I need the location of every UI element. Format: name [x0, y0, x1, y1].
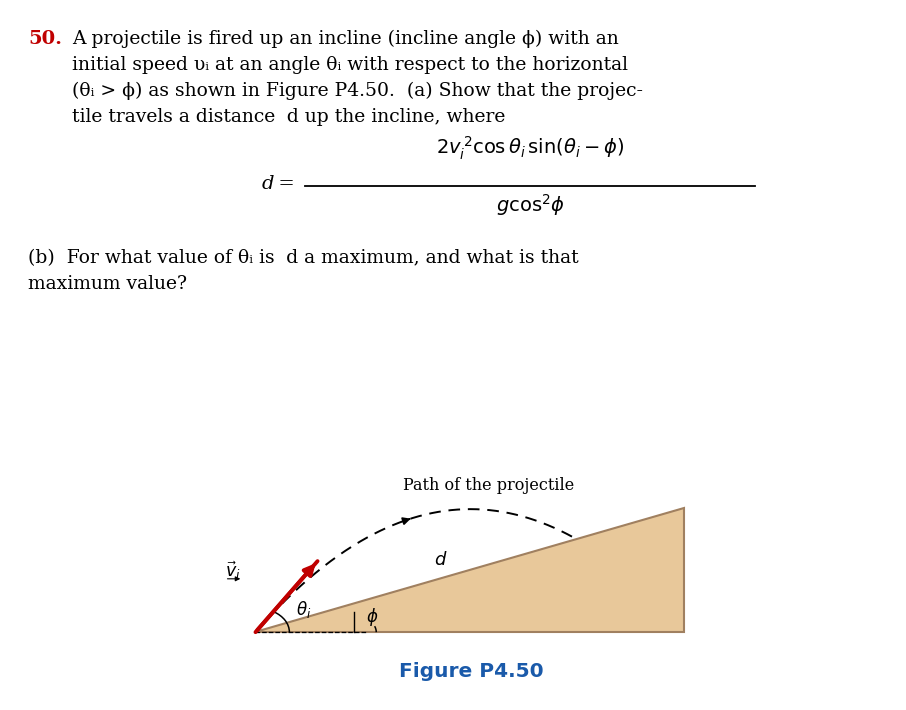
Text: $\theta_i$: $\theta_i$ [295, 599, 311, 620]
Text: maximum value?: maximum value? [28, 275, 187, 293]
Text: A projectile is fired up an incline (incline angle ϕ) with an: A projectile is fired up an incline (inc… [72, 30, 619, 48]
Text: $\phi$: $\phi$ [366, 606, 379, 628]
Text: $d$: $d$ [434, 551, 448, 569]
Text: Path of the projectile: Path of the projectile [403, 476, 574, 493]
Text: $2\mathit{v}_i^{\,2}\cos\theta_i\,\sin(\theta_i - \phi)$: $2\mathit{v}_i^{\,2}\cos\theta_i\,\sin(\… [436, 135, 624, 162]
Text: d =: d = [262, 175, 295, 193]
Polygon shape [255, 508, 684, 632]
Text: tile travels a distance   d up the incline, where: tile travels a distance d up the incline… [72, 108, 506, 126]
Text: (θᵢ > ϕ) as shown in Figure P4.50.  (a) Show that the projec-: (θᵢ > ϕ) as shown in Figure P4.50. (a) S… [72, 82, 643, 100]
Text: $g\cos^2\!\phi$: $g\cos^2\!\phi$ [496, 192, 564, 218]
Text: Figure P4.50: Figure P4.50 [399, 662, 544, 681]
Text: (b)  For what value of θᵢ is   d a maximum, and what is that: (b) For what value of θᵢ is d a maximum,… [28, 249, 579, 267]
Text: initial speed υᵢ at an angle θᵢ with respect to the horizontal: initial speed υᵢ at an angle θᵢ with res… [72, 56, 628, 74]
Text: 50.: 50. [28, 30, 62, 48]
Text: $\vec{v}_i$: $\vec{v}_i$ [225, 559, 241, 582]
